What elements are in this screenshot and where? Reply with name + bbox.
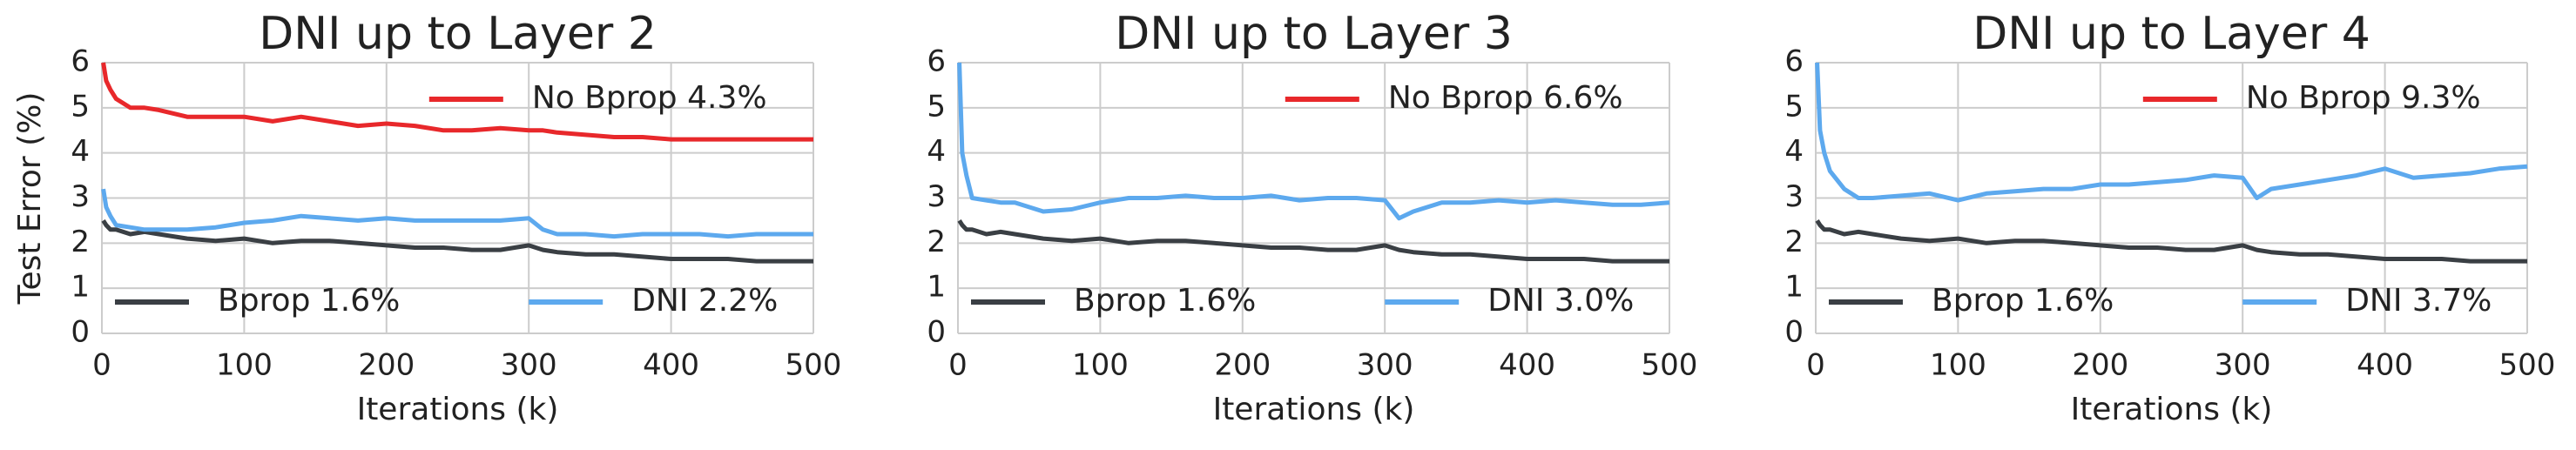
legend-label: No Bprop 6.6% xyxy=(1388,80,1623,116)
x-tick-label: 500 xyxy=(1642,348,1698,383)
x-axis-label: Iterations (k) xyxy=(2071,392,2273,427)
x-axis-label: Iterations (k) xyxy=(357,392,559,427)
y-tick-label: 3 xyxy=(927,179,946,214)
x-tick-label: 400 xyxy=(643,348,699,383)
x-tick-label: 100 xyxy=(216,348,273,383)
legend-label: DNI 3.7% xyxy=(2345,283,2492,319)
x-tick-label: 0 xyxy=(92,348,111,383)
x-axis-label: Iterations (k) xyxy=(1213,392,1415,427)
y-tick-label: 5 xyxy=(71,89,90,124)
x-tick-label: 200 xyxy=(358,348,415,383)
x-tick-label: 100 xyxy=(1072,348,1129,383)
x-tick-label: 300 xyxy=(501,348,557,383)
y-tick-label: 1 xyxy=(71,270,90,305)
legend-label: DNI 2.2% xyxy=(631,283,778,319)
y-tick-label: 6 xyxy=(1784,44,1804,79)
y-tick-label: 5 xyxy=(927,89,946,124)
y-tick-label: 2 xyxy=(71,225,90,259)
x-tick-label: 500 xyxy=(786,348,842,383)
chart-title: DNI up to Layer 3 xyxy=(1115,8,1513,60)
data-line xyxy=(957,62,1670,221)
chart-title: DNI up to Layer 2 xyxy=(259,8,657,60)
y-tick-label: 4 xyxy=(927,134,946,169)
y-tick-label: 4 xyxy=(1784,134,1804,169)
legend-label: Bprop 1.6% xyxy=(1932,283,2114,319)
legend-label: No Bprop 4.3% xyxy=(532,80,767,116)
x-tick-label: 400 xyxy=(2357,348,2413,383)
y-tick-label: 6 xyxy=(927,44,946,79)
x-tick-label: 400 xyxy=(1499,348,1555,383)
x-tick-label: 200 xyxy=(2072,348,2128,383)
y-tick-label: 5 xyxy=(1784,89,1804,124)
legend-label: Bprop 1.6% xyxy=(1074,283,1256,319)
y-tick-label: 2 xyxy=(1784,225,1804,259)
legend-label: Bprop 1.6% xyxy=(218,283,400,319)
x-tick-label: 100 xyxy=(1930,348,1986,383)
data-line xyxy=(1815,62,2528,203)
y-tick-label: 0 xyxy=(71,315,90,350)
y-tick-label: 3 xyxy=(71,179,90,214)
y-tick-label: 2 xyxy=(927,225,946,259)
data-line xyxy=(101,188,813,239)
legend-label: No Bprop 9.3% xyxy=(2246,80,2481,116)
y-axis-label: Test Error (%) xyxy=(12,92,48,306)
x-tick-label: 300 xyxy=(1357,348,1413,383)
x-tick-label: 0 xyxy=(948,348,968,383)
data-line xyxy=(101,62,813,142)
y-tick-label: 3 xyxy=(1784,179,1804,214)
x-tick-label: 300 xyxy=(2215,348,2271,383)
data-line xyxy=(1815,219,2527,264)
legend-label: DNI 3.0% xyxy=(1487,283,1634,319)
x-tick-label: 200 xyxy=(1214,348,1271,383)
y-tick-label: 1 xyxy=(927,270,946,305)
data-line xyxy=(101,219,813,264)
y-tick-label: 0 xyxy=(927,315,946,350)
x-tick-label: 0 xyxy=(1806,348,1825,383)
y-tick-label: 1 xyxy=(1784,270,1804,305)
y-tick-label: 0 xyxy=(1784,315,1804,350)
y-tick-label: 6 xyxy=(71,44,90,79)
x-tick-label: 500 xyxy=(2499,348,2556,383)
chart-title: DNI up to Layer 4 xyxy=(1972,8,2370,60)
data-line xyxy=(957,219,1669,264)
y-tick-label: 4 xyxy=(71,134,90,169)
